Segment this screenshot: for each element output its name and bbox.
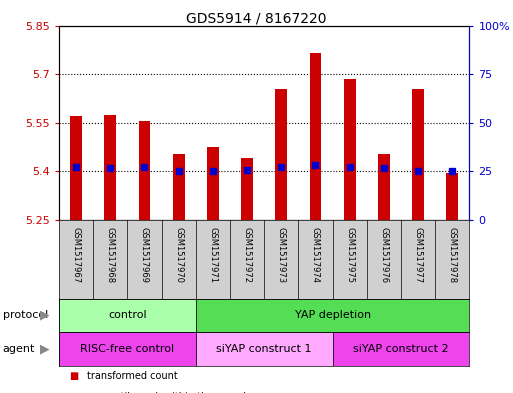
- Text: ■: ■: [69, 391, 78, 393]
- Text: GDS5914 / 8167220: GDS5914 / 8167220: [186, 12, 327, 26]
- Text: protocol: protocol: [3, 310, 48, 320]
- Bar: [70, 116, 82, 220]
- Bar: [446, 173, 458, 220]
- Bar: [104, 115, 116, 220]
- Bar: [344, 79, 356, 220]
- Bar: [139, 121, 150, 220]
- Text: GSM1517976: GSM1517976: [380, 228, 388, 283]
- Bar: [59, 299, 196, 332]
- Text: GSM1517974: GSM1517974: [311, 228, 320, 283]
- Text: siYAP construct 1: siYAP construct 1: [216, 344, 312, 354]
- Text: GSM1517972: GSM1517972: [243, 228, 251, 283]
- Bar: [332, 332, 469, 366]
- Text: GSM1517977: GSM1517977: [413, 228, 423, 283]
- Text: RISC-free control: RISC-free control: [81, 344, 174, 354]
- Text: control: control: [108, 310, 147, 320]
- Text: GSM1517975: GSM1517975: [345, 228, 354, 283]
- Text: GSM1517969: GSM1517969: [140, 228, 149, 283]
- Bar: [412, 89, 424, 220]
- Text: ■: ■: [69, 371, 78, 381]
- Bar: [241, 158, 253, 220]
- Text: transformed count: transformed count: [87, 371, 178, 381]
- Text: siYAP construct 2: siYAP construct 2: [353, 344, 449, 354]
- Text: GSM1517978: GSM1517978: [448, 228, 457, 283]
- Bar: [173, 154, 185, 220]
- Text: GSM1517967: GSM1517967: [72, 228, 81, 283]
- Text: GSM1517973: GSM1517973: [277, 228, 286, 283]
- Bar: [275, 89, 287, 220]
- Text: YAP depletion: YAP depletion: [294, 310, 371, 320]
- Text: percentile rank within the sample: percentile rank within the sample: [87, 391, 252, 393]
- Bar: [59, 332, 196, 366]
- Text: GSM1517970: GSM1517970: [174, 228, 183, 283]
- Bar: [196, 332, 332, 366]
- Bar: [207, 147, 219, 220]
- Text: ▶: ▶: [41, 309, 50, 322]
- Bar: [309, 53, 322, 220]
- Bar: [196, 299, 469, 332]
- Text: GSM1517971: GSM1517971: [208, 228, 218, 283]
- Text: agent: agent: [3, 344, 35, 354]
- Text: ▶: ▶: [41, 343, 50, 356]
- Bar: [378, 154, 390, 220]
- Text: GSM1517968: GSM1517968: [106, 228, 115, 283]
